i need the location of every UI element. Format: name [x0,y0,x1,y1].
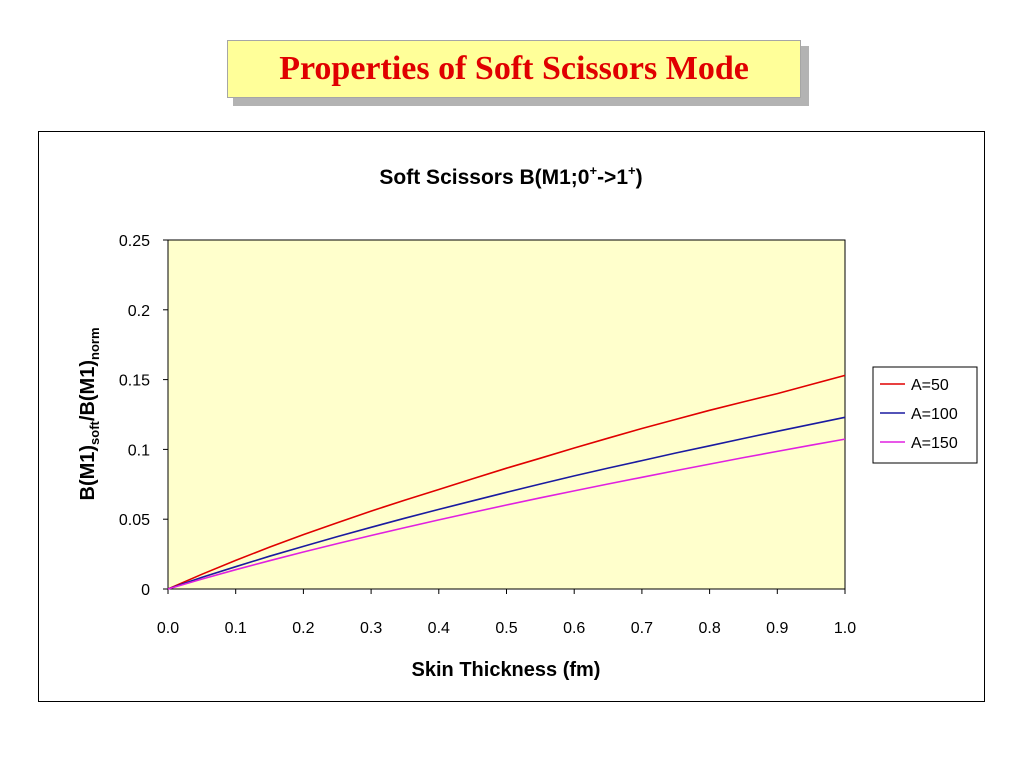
chart-title-end: ) [636,166,643,189]
slide-title: Properties of Soft Scissors Mode [279,50,749,87]
series-line-a-50 [167,374,846,590]
y-axis-ticks: 0 0.05 0.1 0.15 0.2 0.25 [119,233,168,599]
legend-label: A=100 [911,406,958,423]
series-line-a-150 [167,438,846,590]
series-lines [167,374,846,590]
x-tick-label: 0.7 [631,620,653,637]
legend-label: A=50 [911,377,949,394]
x-tick-label: 0.0 [157,620,179,637]
chart-title-main: Soft Scissors B(M1;0 [379,166,589,189]
y-axis-title-b-sub: norm [87,328,102,361]
x-axis-title: Skin Thickness (fm) [412,659,601,681]
chart-title-sup1: + [589,163,597,178]
x-tick-label: 0.9 [766,620,788,637]
y-tick-label: 0.15 [119,373,150,390]
y-axis-title-b: /B(M1) [77,360,99,421]
slide-title-box: Properties of Soft Scissors Mode [227,40,801,98]
x-tick-label: 0.4 [428,620,450,637]
x-tick-label: 0.6 [563,620,585,637]
series-line-a-100 [167,416,846,590]
y-tick-label: 0.25 [119,233,150,250]
y-tick-label: 0.1 [128,442,150,459]
chart-title-mid: ->1 [597,166,628,189]
x-tick-label: 0.2 [292,620,314,637]
y-tick-label: 0 [141,582,150,599]
x-tick-label: 0.8 [698,620,720,637]
y-axis-title-a-sub: soft [87,420,102,445]
chart-title: Soft Scissors B(M1;0+->1+) [379,163,642,189]
y-tick-label: 0.05 [119,512,150,529]
legend-label: A=150 [911,435,958,452]
x-axis-ticks: 0.0 0.1 0.2 0.3 0.4 0.5 0.6 0.7 0.8 0.9 1.0 [157,589,856,637]
chart-title-sup2: + [628,163,636,178]
y-tick-label: 0.2 [128,303,150,320]
y-axis-title: B(M1)soft/B(M1)norm [77,328,102,501]
x-tick-label: 1.0 [834,620,856,637]
x-tick-label: 0.5 [495,620,517,637]
y-axis-title-a: B(M1) [77,445,99,501]
legend-box [872,366,978,464]
plot-area [167,239,846,590]
x-tick-label: 0.1 [225,620,247,637]
legend: A=50 A=100 A=150 [880,377,958,452]
x-tick-label: 0.3 [360,620,382,637]
